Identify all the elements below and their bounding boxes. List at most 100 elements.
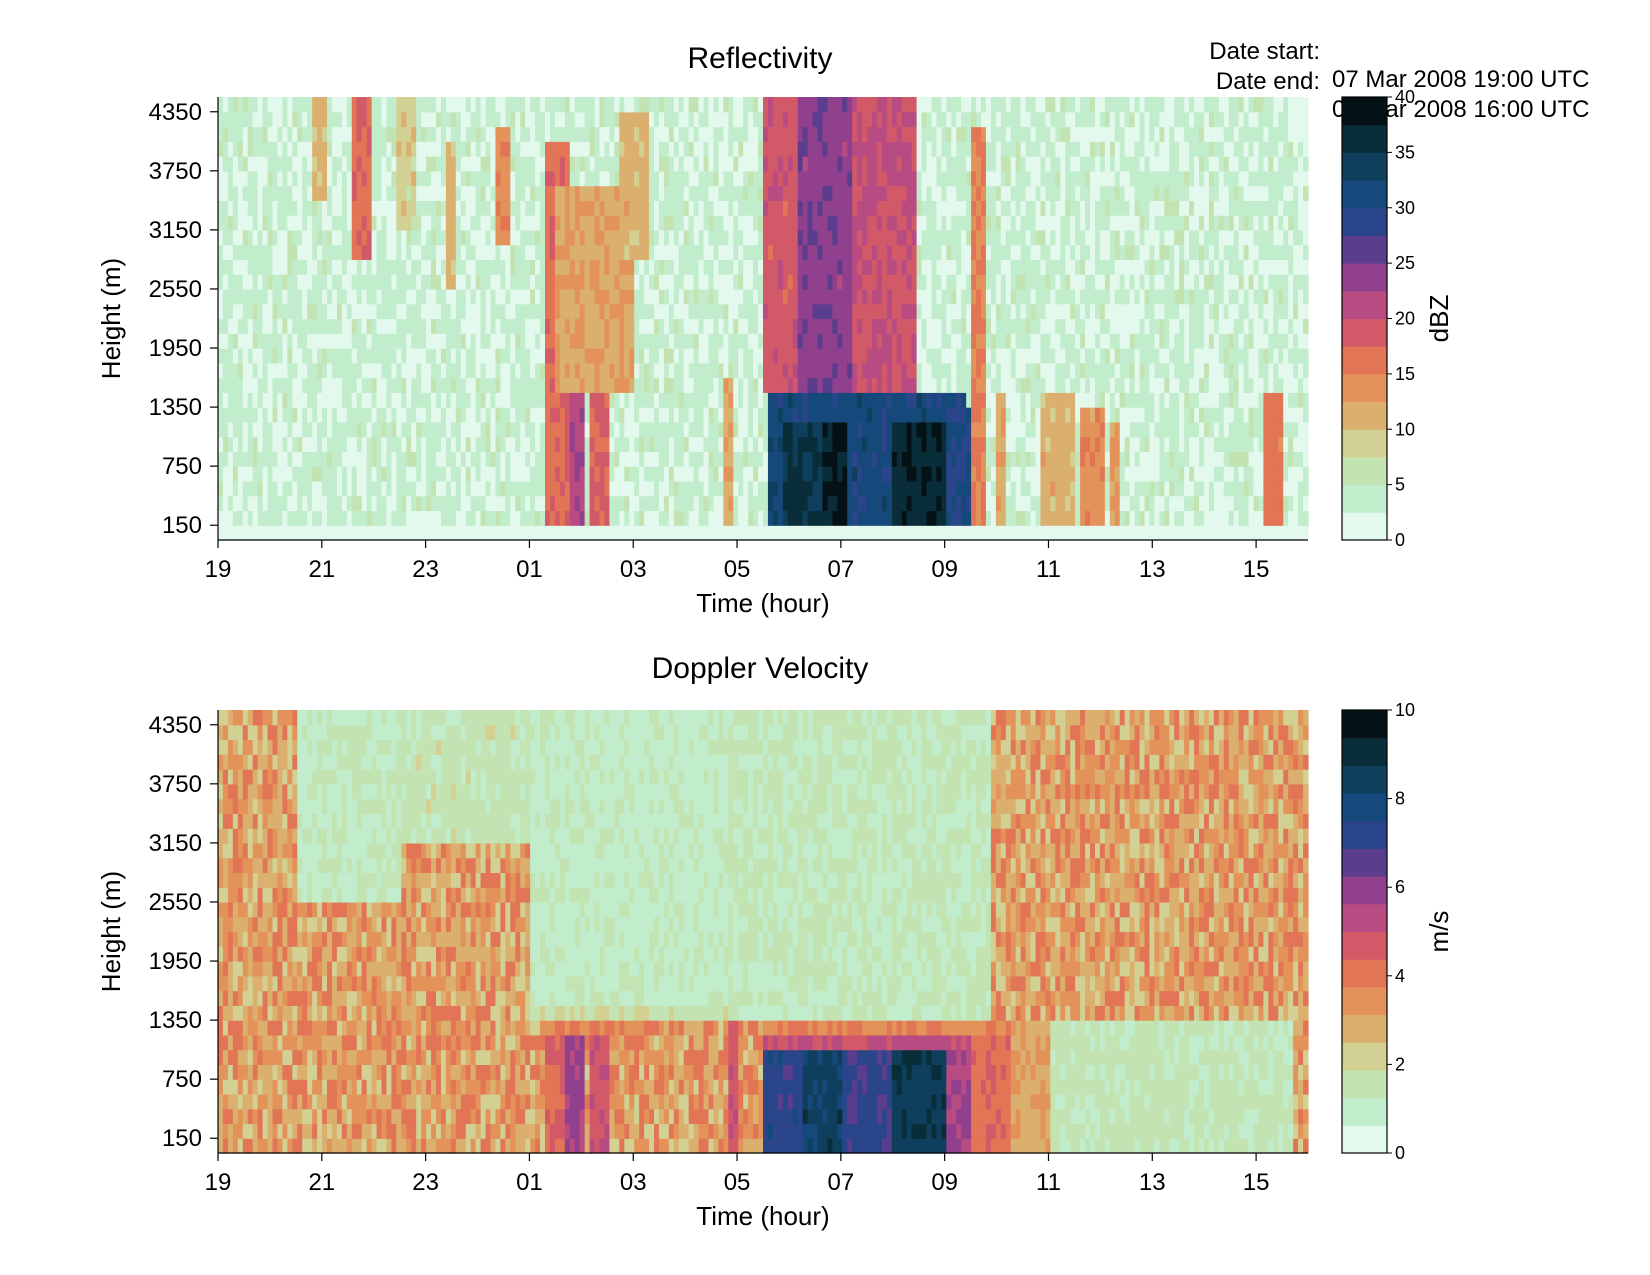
heatmap-cell xyxy=(411,185,417,201)
heatmap-cell xyxy=(346,495,353,512)
heatmap-cell xyxy=(336,97,343,113)
heatmap-cell xyxy=(312,333,318,349)
heatmap-cell xyxy=(574,111,581,128)
heatmap-cell xyxy=(867,451,873,467)
heatmap-cell xyxy=(639,480,645,497)
heatmap-cell xyxy=(297,362,303,379)
heatmap-cell xyxy=(703,451,710,467)
heatmap-cell xyxy=(777,495,784,512)
heatmap-cell xyxy=(763,392,769,408)
heatmap-cell xyxy=(569,244,576,261)
heatmap-cell xyxy=(758,333,764,349)
heatmap-cell xyxy=(589,156,596,172)
heatmap-cell xyxy=(886,215,893,231)
heatmap-cell xyxy=(976,97,982,113)
heatmap-cell xyxy=(956,111,962,128)
heatmap-cell xyxy=(569,466,576,482)
heatmap-cell xyxy=(822,185,828,201)
heatmap-cell xyxy=(609,333,615,349)
heatmap-cell xyxy=(817,126,824,142)
heatmap-cell xyxy=(500,126,506,142)
heatmap-cell xyxy=(540,200,546,216)
heatmap-cell xyxy=(584,348,591,364)
heatmap-cell xyxy=(297,215,303,231)
heatmap-cell xyxy=(470,318,477,334)
heatmap-cell xyxy=(554,156,561,172)
heatmap-cell xyxy=(946,480,952,497)
heatmap-cell xyxy=(287,170,293,187)
heatmap-cell xyxy=(396,259,402,275)
heatmap-cell xyxy=(535,303,541,320)
heatmap-cell xyxy=(911,421,918,438)
heatmap-cell xyxy=(921,229,928,246)
heatmap-cell xyxy=(401,333,407,349)
heatmap-cell xyxy=(941,333,947,349)
heatmap-cell xyxy=(639,451,645,467)
heatmap-cell xyxy=(297,333,303,349)
heatmap-cell xyxy=(440,510,447,526)
heatmap-cell xyxy=(921,156,928,172)
heatmap-cell xyxy=(540,333,546,349)
heatmap-cell xyxy=(455,97,462,113)
heatmap-cell xyxy=(797,97,804,113)
heatmap-cell xyxy=(406,407,412,423)
heatmap-cell xyxy=(921,303,928,320)
heatmap-cell xyxy=(743,288,749,305)
heatmap-cell xyxy=(450,348,457,364)
heatmap-cell xyxy=(847,466,853,482)
heatmap-cell xyxy=(822,333,828,349)
heatmap-cell xyxy=(346,111,353,128)
heatmap-cell xyxy=(787,259,794,275)
heatmap-cell xyxy=(386,377,392,393)
heatmap-cell xyxy=(668,510,675,526)
heatmap-cell xyxy=(574,407,581,423)
heatmap-cell xyxy=(782,348,789,364)
heatmap-cell xyxy=(297,288,303,305)
heatmap-cell xyxy=(1000,377,1007,393)
heatmap-cell xyxy=(426,97,432,113)
heatmap-cell xyxy=(931,466,937,482)
heatmap-cell xyxy=(505,303,511,320)
heatmap-cell xyxy=(891,362,898,379)
heatmap-cell xyxy=(1015,480,1022,497)
heatmap-cell xyxy=(872,141,878,157)
heatmap-cell xyxy=(743,229,749,246)
heatmap-cell xyxy=(545,185,551,201)
heatmap-cell xyxy=(881,229,888,246)
heatmap-cell xyxy=(485,451,492,467)
heatmap-cell xyxy=(262,495,269,512)
heatmap-cell xyxy=(738,318,744,334)
heatmap-cell xyxy=(564,495,571,512)
heatmap-cell xyxy=(842,436,848,452)
heatmap-cell xyxy=(327,451,333,467)
heatmap-cell xyxy=(485,244,492,261)
heatmap-cell xyxy=(327,303,333,320)
heatmap-cell xyxy=(346,170,353,187)
heatmap-cell xyxy=(535,200,541,216)
heatmap-cell xyxy=(569,421,576,438)
heatmap-cell xyxy=(1020,303,1027,320)
heatmap-cell xyxy=(951,333,957,349)
heatmap-cell xyxy=(733,377,739,393)
heatmap-cell xyxy=(713,170,719,187)
heatmap-cell xyxy=(594,421,601,438)
heatmap-cell xyxy=(872,451,878,467)
heatmap-cell xyxy=(530,348,536,364)
heatmap-cell xyxy=(554,495,561,512)
heatmap-cell xyxy=(480,495,487,512)
heatmap-cell xyxy=(668,303,675,320)
heatmap-cell xyxy=(574,333,581,349)
heatmap-cell xyxy=(371,525,378,541)
heatmap-cell xyxy=(777,318,784,334)
heatmap-cell xyxy=(381,377,388,393)
heatmap-cell xyxy=(634,333,640,349)
heatmap-cell xyxy=(946,97,952,113)
heatmap-cell xyxy=(351,333,358,349)
heatmap-cell xyxy=(822,377,828,393)
heatmap-cell xyxy=(772,510,779,526)
heatmap-cell xyxy=(807,525,814,541)
heatmap-cell xyxy=(549,215,556,231)
heatmap-cell xyxy=(579,156,586,172)
heatmap-cell xyxy=(540,170,546,187)
heatmap-cell xyxy=(431,141,437,157)
